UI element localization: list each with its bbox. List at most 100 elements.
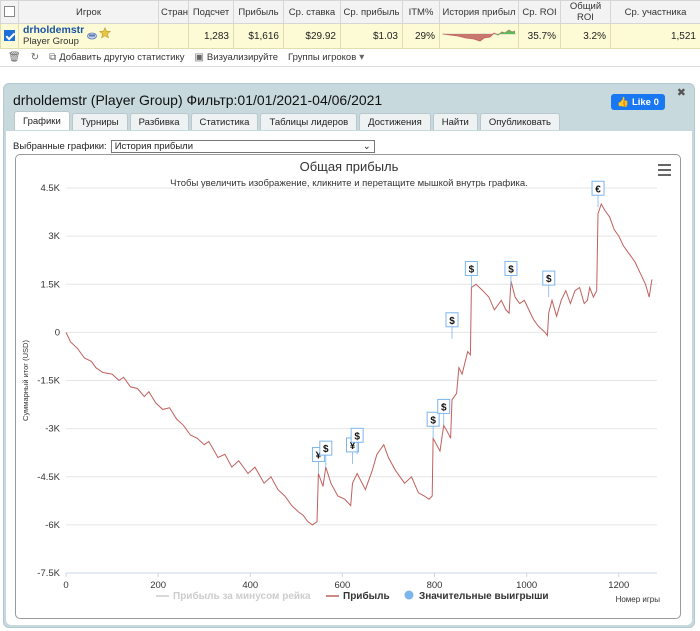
table-toolbar: 🗑 ↻ ⧉ Добавить другую статистику ▣ Визуали… [0,49,700,67]
header-itm[interactable]: ITM% [402,0,440,24]
marker-label: $ [508,264,514,275]
header-total-roi[interactable]: Общий ROI [560,0,611,24]
table-header-row: Игрок Стран Подсчет Прибыль Ср. ставка С… [0,0,700,24]
marker-flag [426,411,440,427]
close-icon[interactable]: ✖ [676,87,686,99]
header-profit[interactable]: Прибыль [233,0,284,24]
visualize-button[interactable]: ▣ Визуализируйте [194,52,278,63]
x-tick-label: 200 [150,580,166,591]
panel-tabs: Графики Турниры Разбивка Статистика Табл… [14,111,560,130]
chart-select-label: Выбранные графики: [13,141,107,152]
legend-label-wins: Значительные выигрыши [419,591,549,602]
marker-label: $ [323,444,329,455]
trash-icon: 🗑 [8,52,21,63]
tab-breakdown[interactable]: Разбивка [129,113,189,130]
refresh-button[interactable]: ↻ [31,52,39,63]
chart-select[interactable]: История прибыли ⌄ [110,140,375,153]
y-tick-label: -4.5K [37,472,60,483]
x-tick-label: 400 [242,580,258,591]
add-stats-button[interactable]: ⧉ Добавить другую статистику [49,52,184,63]
refresh-icon: ↻ [30,52,40,63]
header-avg-stake[interactable]: Ср. ставка [283,0,341,24]
x-tick-label: 800 [427,580,443,591]
itm-cell: 29% [402,23,440,49]
marker-flag [437,398,451,414]
profit-chart-frame: Общая прибыль Чтобы увеличить изображение… [15,154,681,619]
visualize-label: Визуализируйте [206,52,279,63]
marker-flag [350,427,364,443]
delete-button[interactable]: 🗑 [8,52,21,63]
player-cell: drholdemstr Player Group [18,23,159,49]
row-checkbox-cell[interactable] [0,23,19,49]
y-tick-label: 0 [55,327,60,338]
count-cell: 1,283 [188,23,234,49]
facebook-like-button[interactable]: 👍 Like 0 [611,94,665,110]
copy-icon: ⧉ [49,52,57,63]
header-player[interactable]: Игрок [18,0,159,24]
y-tick-label: -1.5K [37,376,60,387]
series-line-profit [65,202,653,526]
chevron-down-icon: ⌄ [362,141,371,152]
tab-find[interactable]: Найти [432,113,478,130]
player-groups-dropdown[interactable]: Группы игроков ▾ [288,52,364,63]
marker-flag [464,260,478,276]
profit-history-sparkline-cell[interactable] [439,23,519,49]
tab-achievements[interactable]: Достижения [359,113,431,130]
legend-label-rake: Прибыль за минусом рейка [173,590,311,602]
marker-label: $ [441,402,447,413]
marker-label: $ [430,415,436,426]
header-avg-roi[interactable]: Ср. ROI [518,0,561,24]
x-tick-label: 1200 [608,580,629,591]
profit-cell: $1,616 [233,23,284,49]
profit-chart[interactable]: Общая прибыль Чтобы увеличить изображение… [16,155,681,619]
tab-statistics[interactable]: Статистика [190,113,259,130]
tab-publish[interactable]: Опубликовать [479,113,560,130]
header-profit-history[interactable]: История прибыл [439,0,519,24]
marker-flag [504,260,518,276]
header-count[interactable]: Подсчет [188,0,234,24]
avg-profit-cell: $1.03 [340,23,403,49]
avg-entrants-cell: 1,521 [610,23,700,49]
thumbs-up-icon: 👍 [617,96,629,108]
x-tick-label: 600 [334,580,350,591]
marker-flag [542,270,556,286]
stats-table-area: Игрок Стран Подсчет Прибыль Ср. ставка С… [0,0,700,67]
avg-stake-cell: $29.92 [283,23,341,49]
y-tick-label: -6K [45,520,60,531]
header-avg-entrants[interactable]: Ср. участника [610,0,700,24]
player-info-icon[interactable] [87,29,111,41]
panel-body: Выбранные графики: История прибыли ⌄ Общ… [6,131,692,625]
select-all-checkbox[interactable] [4,6,15,18]
marker-label: $ [546,274,552,285]
y-tick-label: 4.5K [40,183,60,194]
chart-title: Общая прибыль [300,159,399,174]
add-stats-label: Добавить другую статистику [59,52,185,63]
row-checkbox[interactable] [4,30,15,42]
select-all-checkbox-cell[interactable] [0,0,19,24]
marker-label: $ [354,431,360,442]
player-groups-label: Группы игроков [288,52,357,63]
tab-tournaments[interactable]: Турниры [71,113,128,130]
y-tick-label: 3K [48,231,60,242]
total-roi-cell: 3.2% [560,23,611,49]
y-tick-label: 1.5K [40,279,60,290]
x-tick-label: 0 [63,580,68,591]
header-country[interactable]: Стран [158,0,189,24]
marker-flag [445,312,459,328]
profit-sparkline[interactable] [442,26,516,44]
tab-leaderboards[interactable]: Таблицы лидеров [260,113,358,130]
marker-label: $ [469,264,475,275]
caret-down-icon: ▾ [359,52,365,63]
header-avg-profit[interactable]: Ср. прибыль [340,0,403,24]
tab-charts[interactable]: Графики [14,111,70,130]
x-axis-label: Номер игры [616,595,661,604]
player-name-link[interactable]: drholdemstr [23,24,85,36]
marker-label: € [595,184,601,195]
player-group-label: Player Group [23,36,79,47]
chart-select-row: Выбранные графики: История прибыли ⌄ [13,140,375,153]
table-row: drholdemstr Player Group 1,283 $1,616 $2… [0,23,700,49]
player-panel: drholdemstr (Player Group) Фильтр:01/01/… [3,83,695,628]
like-label: Like 0 [631,96,659,108]
chart-menu-icon[interactable] [658,164,671,179]
image-icon: ▣ [194,52,204,63]
